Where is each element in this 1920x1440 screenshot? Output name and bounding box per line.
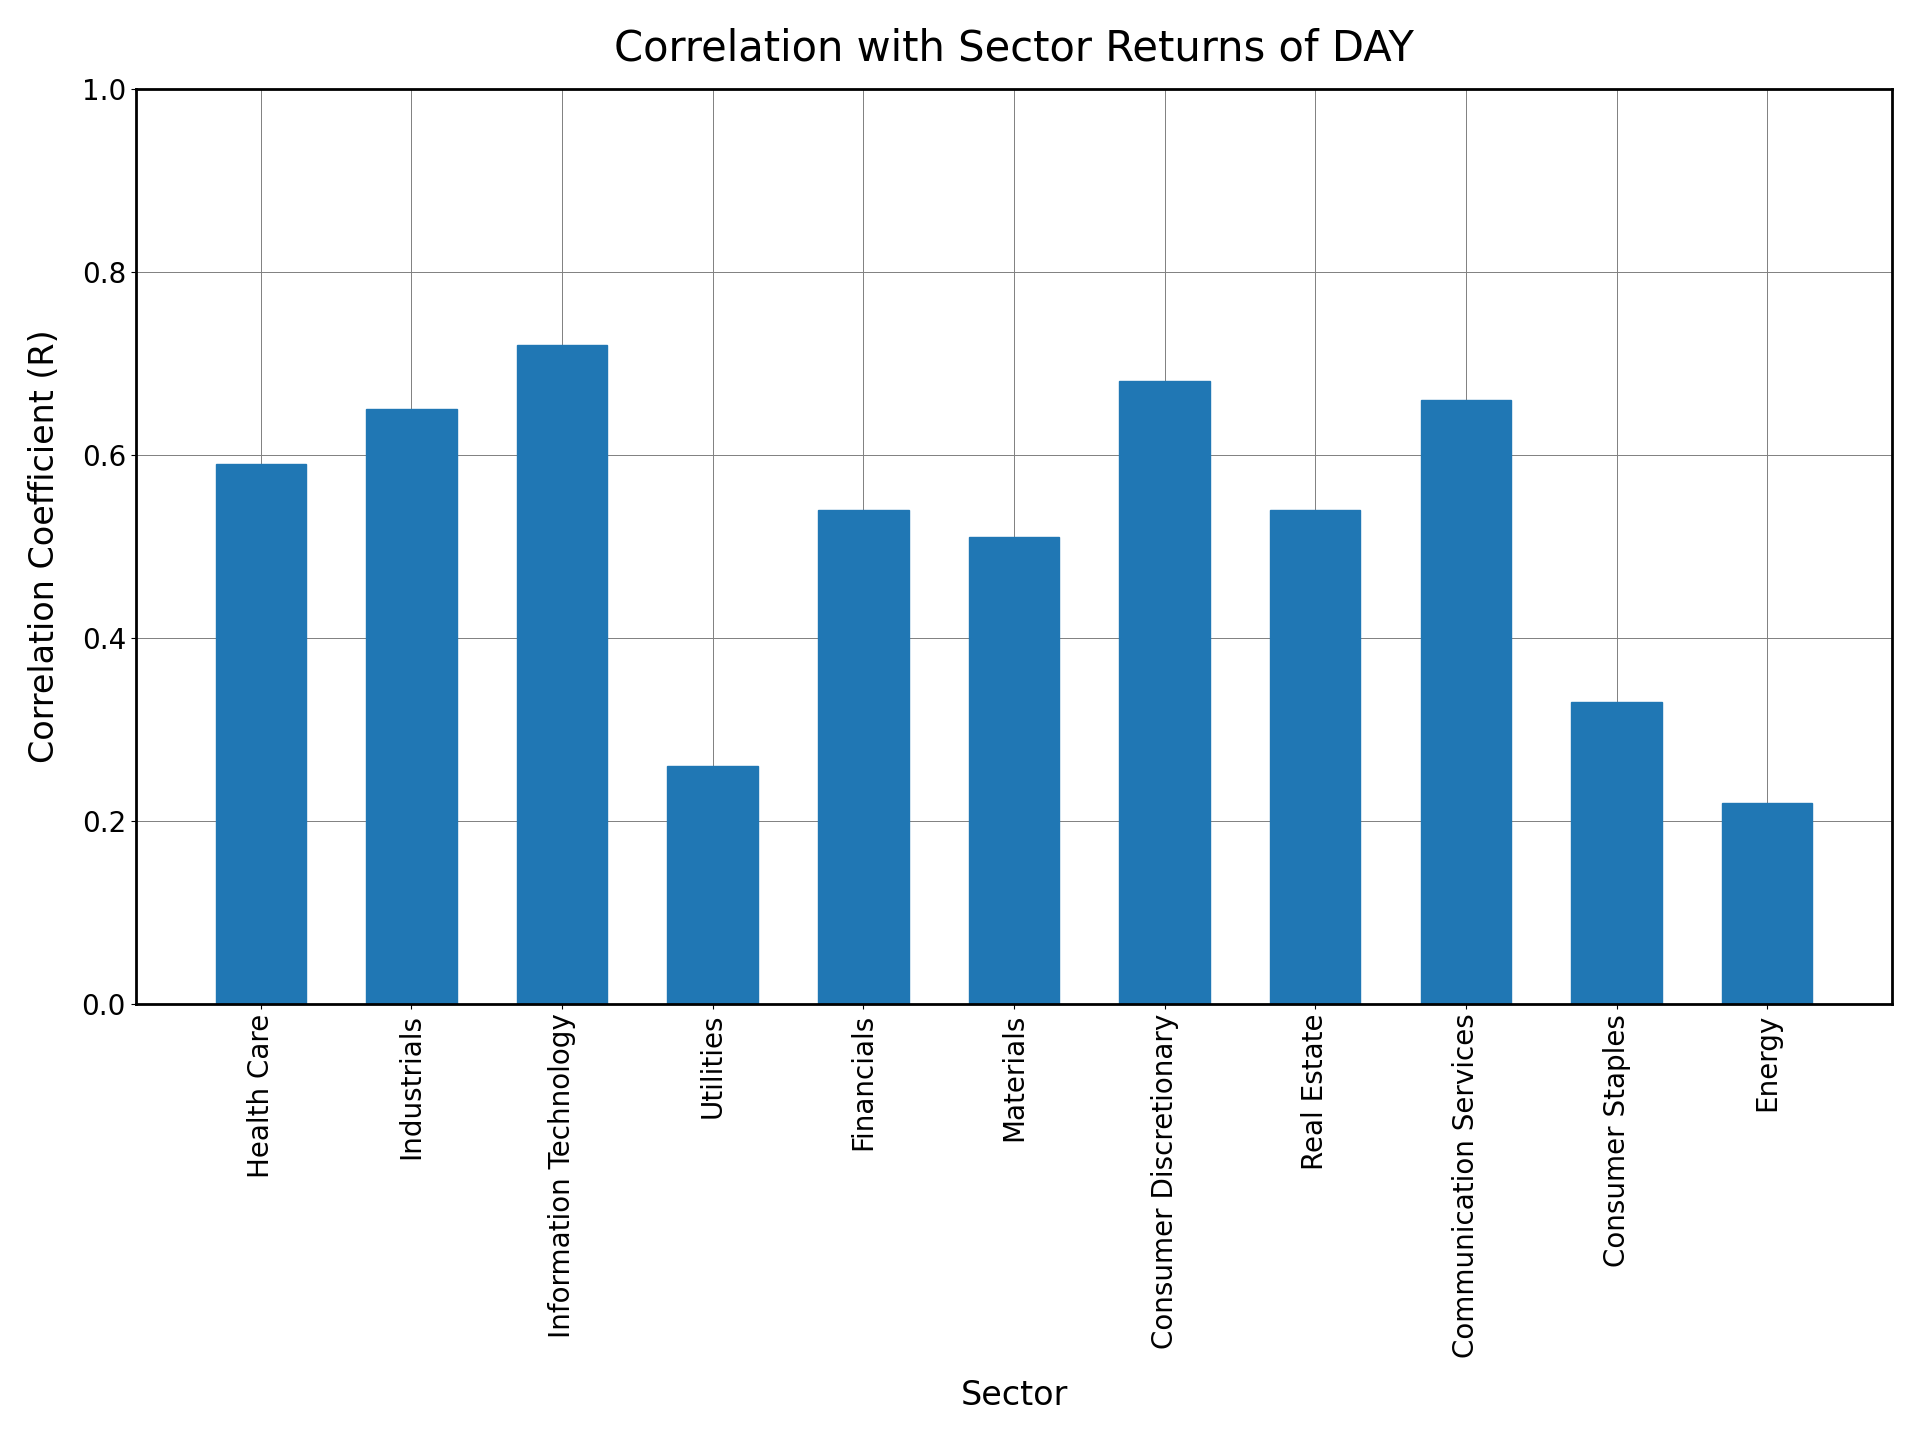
Bar — [1421, 400, 1511, 1004]
Bar — [668, 766, 758, 1004]
Bar — [215, 464, 305, 1004]
Bar — [818, 510, 908, 1004]
Bar — [516, 344, 607, 1004]
X-axis label: Sector: Sector — [960, 1380, 1068, 1413]
Bar — [1571, 701, 1661, 1004]
Bar — [1269, 510, 1361, 1004]
Bar — [970, 537, 1060, 1004]
Bar — [367, 409, 457, 1004]
Bar — [1119, 382, 1210, 1004]
Bar — [1722, 802, 1812, 1004]
Title: Correlation with Sector Returns of DAY: Correlation with Sector Returns of DAY — [614, 27, 1413, 69]
Y-axis label: Correlation Coefficient (R): Correlation Coefficient (R) — [27, 330, 61, 763]
